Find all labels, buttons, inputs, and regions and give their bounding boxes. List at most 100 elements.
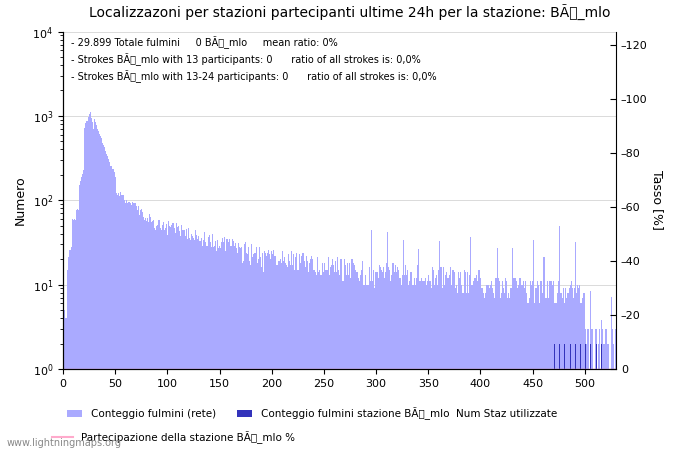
Bar xyxy=(490,284,491,450)
Bar xyxy=(552,284,553,450)
Bar xyxy=(139,215,140,450)
Bar xyxy=(430,288,432,450)
Bar xyxy=(332,265,334,450)
Bar xyxy=(459,278,460,450)
Bar xyxy=(206,246,207,450)
Bar xyxy=(524,288,525,450)
Bar xyxy=(374,288,375,450)
Bar xyxy=(237,252,238,450)
Bar xyxy=(587,329,588,450)
Bar xyxy=(535,288,536,450)
Bar xyxy=(341,259,342,450)
Bar xyxy=(445,275,447,450)
Bar xyxy=(417,265,419,450)
Bar xyxy=(539,303,540,450)
Bar xyxy=(509,298,510,450)
Bar xyxy=(545,298,547,450)
Bar xyxy=(572,288,573,450)
Bar xyxy=(412,284,413,450)
Bar xyxy=(371,230,372,450)
Bar xyxy=(347,263,349,450)
Bar xyxy=(140,210,141,450)
Bar xyxy=(271,251,272,450)
Bar xyxy=(573,298,574,450)
Bar xyxy=(590,344,592,450)
Bar xyxy=(442,288,443,450)
Bar xyxy=(155,230,156,450)
Bar xyxy=(410,272,411,450)
Bar xyxy=(607,344,608,450)
Bar xyxy=(577,284,578,450)
Bar xyxy=(515,278,517,450)
Bar xyxy=(326,270,328,450)
Bar xyxy=(310,259,311,450)
Bar xyxy=(426,281,428,450)
Bar xyxy=(94,122,96,450)
Bar xyxy=(494,298,496,450)
Bar xyxy=(578,288,579,450)
Bar xyxy=(148,222,149,450)
Bar xyxy=(74,219,75,450)
Bar xyxy=(71,247,72,450)
Bar xyxy=(405,265,406,450)
Bar xyxy=(160,230,162,450)
Bar xyxy=(541,281,542,450)
Bar xyxy=(441,267,442,450)
Bar xyxy=(224,237,225,450)
Bar xyxy=(240,248,241,450)
Bar xyxy=(128,202,130,450)
Bar xyxy=(220,248,221,450)
Bar xyxy=(447,278,449,450)
Bar xyxy=(393,263,394,450)
Bar xyxy=(480,278,481,450)
Bar xyxy=(98,130,99,450)
Bar xyxy=(585,329,587,450)
Bar xyxy=(99,134,100,450)
Bar xyxy=(382,272,383,450)
Bar xyxy=(166,224,167,450)
Bar xyxy=(584,293,585,450)
Bar xyxy=(134,203,136,450)
Bar xyxy=(173,223,174,450)
Bar xyxy=(360,275,361,450)
Bar xyxy=(175,233,176,450)
Bar xyxy=(483,293,484,450)
Bar xyxy=(142,212,143,450)
Bar xyxy=(357,272,358,450)
Bar xyxy=(372,281,373,450)
Bar xyxy=(366,284,368,450)
Bar xyxy=(413,284,414,450)
Bar xyxy=(253,254,255,450)
Bar xyxy=(451,284,452,450)
Bar xyxy=(116,193,117,450)
Bar xyxy=(232,241,234,450)
Bar xyxy=(540,281,541,450)
Bar xyxy=(525,281,526,450)
Bar xyxy=(365,275,366,450)
Bar xyxy=(81,177,83,450)
Bar xyxy=(428,281,430,450)
Bar xyxy=(404,275,405,450)
Bar xyxy=(475,278,476,450)
Bar xyxy=(389,270,390,450)
Bar xyxy=(358,278,359,450)
Bar xyxy=(504,293,505,450)
Bar xyxy=(275,256,276,450)
Bar xyxy=(464,270,466,450)
Bar xyxy=(87,121,88,450)
Bar xyxy=(162,222,164,450)
Bar xyxy=(392,263,393,450)
Bar xyxy=(549,281,550,450)
Bar xyxy=(387,232,388,450)
Bar xyxy=(555,303,556,450)
Bar xyxy=(473,281,474,450)
Bar xyxy=(489,288,490,450)
Bar xyxy=(102,143,103,450)
Bar xyxy=(390,281,391,450)
Bar xyxy=(385,272,386,450)
Bar xyxy=(436,275,437,450)
Bar xyxy=(121,195,122,450)
Bar xyxy=(113,172,115,450)
Bar xyxy=(117,195,118,450)
Bar xyxy=(519,278,521,450)
